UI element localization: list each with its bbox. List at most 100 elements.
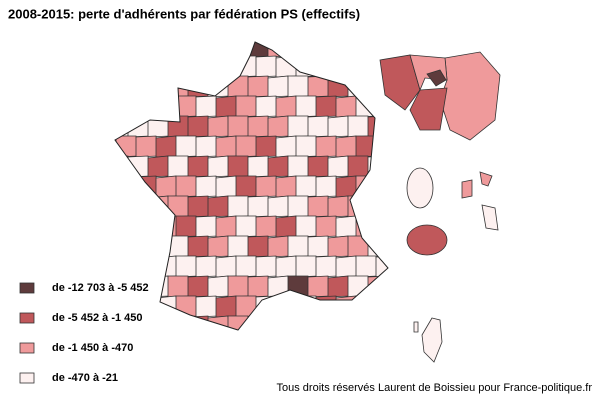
- department: [167, 195, 191, 218]
- department: [135, 95, 159, 118]
- department: [147, 315, 171, 330]
- department: [315, 295, 339, 318]
- department: [355, 95, 379, 118]
- department: [287, 115, 311, 138]
- department: [135, 175, 159, 198]
- department: [115, 215, 139, 238]
- department: [115, 235, 131, 258]
- department: [187, 42, 211, 58]
- department: [115, 55, 139, 78]
- legend-label: de -5 452 à -1 450: [52, 312, 143, 324]
- department: [267, 155, 291, 178]
- department: [215, 175, 239, 198]
- department: [195, 215, 219, 238]
- department: [267, 315, 291, 330]
- department: [347, 42, 371, 58]
- department: [247, 75, 271, 98]
- department: [247, 315, 271, 330]
- department: [215, 255, 239, 278]
- department: [267, 75, 291, 98]
- department: [335, 135, 359, 158]
- department: [307, 275, 331, 298]
- department: [367, 115, 388, 138]
- department: [409, 87, 448, 131]
- department: [275, 295, 299, 318]
- department: [307, 155, 331, 178]
- department: [235, 135, 259, 158]
- department: [227, 155, 251, 178]
- department: [406, 167, 434, 209]
- department: [187, 195, 211, 218]
- department: [115, 175, 139, 198]
- department: [287, 275, 311, 298]
- department: [167, 315, 191, 330]
- insets: [379, 51, 501, 363]
- department: [195, 135, 219, 158]
- department: [335, 55, 359, 78]
- department: [307, 115, 331, 138]
- department: [195, 255, 219, 278]
- department: [227, 75, 251, 98]
- department: [347, 155, 371, 178]
- department: [135, 255, 159, 278]
- department: [215, 215, 239, 238]
- department: [335, 255, 359, 278]
- department: [255, 55, 279, 78]
- department: [147, 235, 171, 258]
- department: [195, 175, 219, 198]
- legend-swatch: [19, 312, 35, 324]
- department: [247, 195, 271, 218]
- department: [135, 215, 159, 238]
- department: [287, 75, 311, 98]
- department: [135, 55, 159, 78]
- department: [421, 317, 443, 363]
- department: [235, 95, 259, 118]
- department: [267, 235, 291, 258]
- department: [327, 315, 351, 330]
- department: [375, 135, 388, 158]
- legend-swatch: [19, 282, 35, 294]
- department: [335, 295, 359, 318]
- department: [167, 275, 191, 298]
- department: [267, 115, 291, 138]
- department: [315, 55, 339, 78]
- department: [307, 75, 331, 98]
- legend: de -12 703 à -5 452 de -5 452 à -1 450 de …: [19, 282, 149, 384]
- legend-swatch: [19, 342, 35, 354]
- department: [315, 175, 339, 198]
- department: [355, 135, 379, 158]
- department: [187, 275, 211, 298]
- department: [481, 204, 499, 231]
- department: [307, 42, 331, 58]
- department: [461, 179, 473, 199]
- department: [207, 235, 231, 258]
- department: [127, 235, 151, 258]
- department: [379, 54, 421, 111]
- department: [367, 235, 388, 258]
- department: [155, 295, 179, 318]
- department: [155, 135, 179, 158]
- department: [267, 195, 291, 218]
- department: [255, 255, 279, 278]
- france-outline: [114, 41, 389, 331]
- department: [355, 215, 379, 238]
- department: [207, 275, 231, 298]
- department: [235, 255, 259, 278]
- department: [275, 95, 299, 118]
- department: [315, 95, 339, 118]
- department: [155, 55, 179, 78]
- department: [327, 115, 351, 138]
- department: [215, 95, 239, 118]
- department: [167, 155, 191, 178]
- department: [235, 215, 259, 238]
- department: [187, 115, 211, 138]
- department: [147, 115, 171, 138]
- department: [347, 115, 371, 138]
- department: [315, 215, 339, 238]
- map-title: 2008-2015: perte d'adhérents par fédérat…: [8, 6, 360, 21]
- department: [367, 315, 388, 330]
- department: [347, 235, 371, 258]
- department: [426, 69, 447, 87]
- department: [375, 215, 388, 238]
- department: [207, 155, 231, 178]
